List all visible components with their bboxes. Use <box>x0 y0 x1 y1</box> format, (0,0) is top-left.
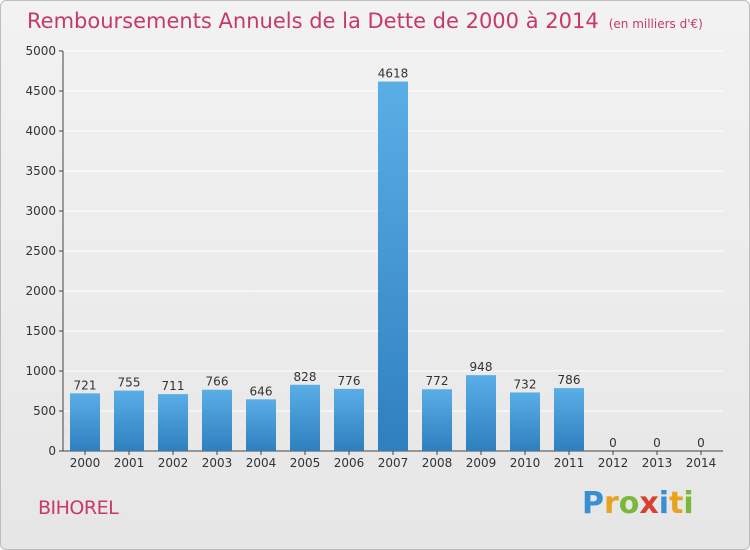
value-label-2005: 828 <box>294 370 317 384</box>
value-label-2014: 0 <box>697 436 705 450</box>
y-tick-label: 3500 <box>25 164 56 178</box>
bar-2003 <box>202 389 232 451</box>
proxiti-logo: Proxiti <box>582 486 694 521</box>
x-tick-label-2008: 2008 <box>422 456 453 470</box>
y-tick-label: 2500 <box>25 244 56 258</box>
value-label-2007: 4618 <box>378 67 409 81</box>
bar-2011 <box>554 388 584 451</box>
city-name: BIHOREL <box>38 497 119 519</box>
value-label-2000: 721 <box>74 378 97 392</box>
bar-2010 <box>510 392 540 451</box>
x-tick-label-2007: 2007 <box>378 456 409 470</box>
x-tick-label-2009: 2009 <box>466 456 497 470</box>
bar-2000 <box>70 393 100 451</box>
value-label-2011: 786 <box>558 373 581 387</box>
y-tick-label: 2000 <box>25 284 56 298</box>
value-label-2010: 732 <box>514 377 537 391</box>
x-tick-label-2001: 2001 <box>114 456 145 470</box>
y-tick-label: 4500 <box>25 84 56 98</box>
x-tick-label-2004: 2004 <box>246 456 277 470</box>
y-tick-label: 4000 <box>25 124 56 138</box>
value-label-2001: 755 <box>118 376 141 390</box>
x-tick-label-2014: 2014 <box>686 456 717 470</box>
value-label-2004: 646 <box>250 384 273 398</box>
chart-unit: (en milliers d'€) <box>608 17 703 31</box>
value-label-2006: 776 <box>338 374 361 388</box>
y-tick-label: 500 <box>33 404 56 418</box>
chart-title-text: Remboursements Annuels de la Dette de 20… <box>27 9 599 33</box>
bar-2004 <box>246 399 276 451</box>
value-label-2008: 772 <box>426 374 449 388</box>
y-tick-label: 1500 <box>25 324 56 338</box>
x-tick-label-2000: 2000 <box>70 456 101 470</box>
bar-2001 <box>114 390 144 451</box>
bar-2002 <box>158 394 188 451</box>
x-tick-label-2002: 2002 <box>158 456 189 470</box>
y-tick-label: 0 <box>48 444 56 458</box>
value-label-2013: 0 <box>653 436 661 450</box>
bar-2009 <box>466 375 496 451</box>
bar-2006 <box>334 388 364 451</box>
y-tick-label: 1000 <box>25 364 56 378</box>
x-tick-label-2005: 2005 <box>290 456 321 470</box>
value-label-2003: 766 <box>206 375 229 389</box>
x-tick-label-2012: 2012 <box>598 456 629 470</box>
bar-2005 <box>290 384 320 451</box>
x-tick-label-2006: 2006 <box>334 456 365 470</box>
x-tick-label-2010: 2010 <box>510 456 541 470</box>
x-tick-label-2011: 2011 <box>554 456 585 470</box>
y-tick-label: 3000 <box>25 204 56 218</box>
x-tick-label-2003: 2003 <box>202 456 233 470</box>
value-label-2002: 711 <box>162 379 185 393</box>
value-label-2012: 0 <box>609 436 617 450</box>
x-tick-label-2013: 2013 <box>642 456 673 470</box>
bar-2007 <box>378 81 408 451</box>
y-tick-label: 5000 <box>25 44 56 58</box>
bar-2008 <box>422 389 452 451</box>
value-label-2009: 948 <box>470 360 493 374</box>
chart-title: Remboursements Annuels de la Dette de 20… <box>27 9 703 33</box>
